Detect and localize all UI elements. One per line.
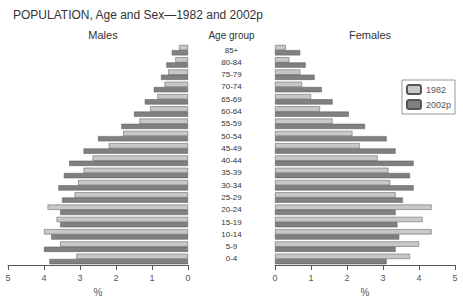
svg-text:5: 5: [5, 273, 10, 283]
svg-text:Females: Females: [349, 29, 392, 41]
svg-text:65-69: 65-69: [221, 95, 242, 104]
svg-text:20-24: 20-24: [221, 205, 242, 214]
svg-text:1982: 1982: [426, 85, 446, 95]
svg-text:60-64: 60-64: [221, 107, 242, 116]
svg-text:0: 0: [272, 273, 277, 283]
svg-text:30-34: 30-34: [221, 181, 242, 190]
svg-text:3: 3: [77, 273, 82, 283]
svg-text:3: 3: [380, 273, 385, 283]
svg-text:%: %: [94, 287, 103, 298]
svg-text:80-84: 80-84: [221, 58, 242, 67]
svg-text:85+: 85+: [225, 46, 239, 55]
svg-text:2: 2: [344, 273, 349, 283]
svg-text:%: %: [361, 287, 370, 298]
svg-text:0-4: 0-4: [226, 254, 238, 263]
svg-text:1: 1: [308, 273, 313, 283]
svg-text:4: 4: [416, 273, 421, 283]
svg-text:50-54: 50-54: [221, 132, 242, 141]
svg-text:5: 5: [452, 273, 457, 283]
svg-text:35-39: 35-39: [221, 168, 242, 177]
svg-text:70-74: 70-74: [221, 82, 242, 91]
svg-text:45-49: 45-49: [221, 144, 242, 153]
svg-text:Age group: Age group: [208, 30, 255, 41]
svg-text:0: 0: [185, 273, 190, 283]
svg-text:Males: Males: [88, 29, 118, 41]
svg-text:25-29: 25-29: [221, 193, 242, 202]
svg-text:55-59: 55-59: [221, 119, 242, 128]
svg-text:5-9: 5-9: [226, 242, 238, 251]
svg-text:40-44: 40-44: [221, 156, 242, 165]
svg-text:1: 1: [149, 273, 154, 283]
svg-text:10-14: 10-14: [221, 230, 242, 239]
svg-text:75-79: 75-79: [221, 70, 242, 79]
svg-text:2002p: 2002p: [426, 100, 451, 110]
svg-text:2: 2: [113, 273, 118, 283]
svg-text:15-19: 15-19: [221, 218, 242, 227]
svg-text:POPULATION, Age and Sex—1982 a: POPULATION, Age and Sex—1982 and 2002p: [13, 8, 263, 22]
svg-text:4: 4: [41, 273, 46, 283]
